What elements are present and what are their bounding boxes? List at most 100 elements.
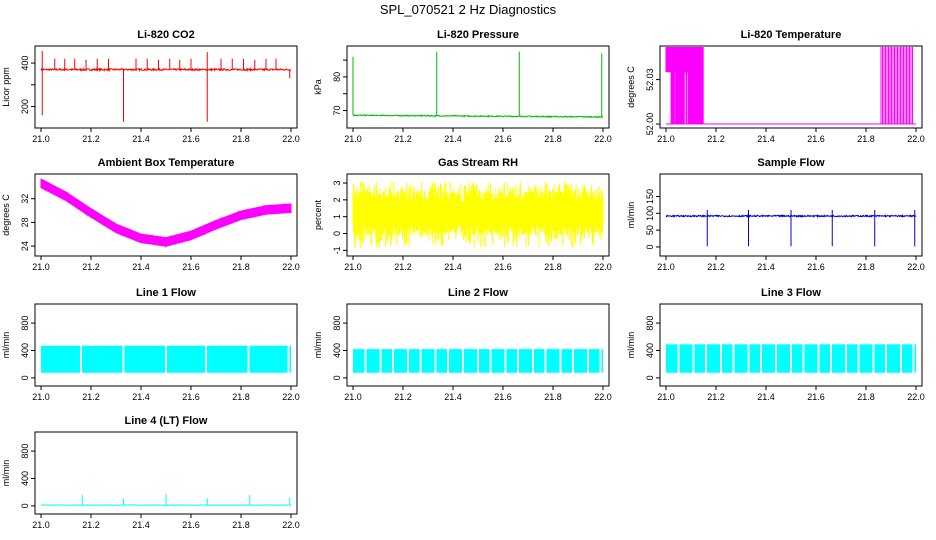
series-band-segment — [249, 345, 288, 373]
chart-title: Li-820 Temperature — [741, 29, 842, 41]
series-band-segment — [859, 344, 873, 373]
x-tick-label: 22.0 — [907, 134, 925, 144]
series-band-segment — [534, 349, 545, 373]
x-tick-label: 21.0 — [657, 262, 675, 272]
plot-frame — [34, 303, 298, 387]
x-tick-label: 21.2 — [82, 520, 100, 530]
y-tick-label: -1 — [332, 246, 342, 254]
series-line-path — [40, 178, 292, 249]
y-axis-label: degrees C — [1, 194, 11, 236]
series-band-segment — [366, 349, 380, 373]
series-band-segment — [394, 349, 407, 373]
y-tick-label: 80 — [332, 72, 342, 82]
x-tick-label: 21.6 — [182, 134, 200, 144]
y-tick-label: 1 — [332, 214, 342, 219]
series-band-segment — [574, 349, 587, 373]
plot-frame — [346, 173, 610, 257]
series-line — [40, 178, 292, 249]
x-tick-label: 21.4 — [132, 520, 150, 530]
y-axis-label: ml/min — [626, 202, 636, 229]
y-tick-label: 0 — [332, 231, 342, 236]
x-tick-label: 22.0 — [282, 134, 300, 144]
series-band-segment — [491, 349, 505, 373]
series-band-segment — [679, 344, 693, 373]
x-tick-label: 22.0 — [594, 262, 612, 272]
x-tick-label: 21.8 — [232, 262, 250, 272]
x-tick-label: 21.4 — [132, 392, 150, 402]
series-band-segment — [734, 344, 748, 373]
y-tick-label: 28 — [20, 217, 30, 227]
x-tick-label: 21.8 — [857, 392, 875, 402]
series-band-segment — [409, 349, 420, 373]
page-title: SPL_070521 2 Hz Diagnostics — [379, 2, 557, 17]
y-tick-label: 100 — [645, 206, 655, 221]
chart-title: Li-820 CO2 — [137, 29, 194, 41]
x-tick-label: 21.8 — [232, 134, 250, 144]
x-tick-label: 21.6 — [807, 134, 825, 144]
x-tick-label: 21.2 — [707, 134, 725, 144]
series-line — [41, 345, 291, 373]
series-line-path — [352, 113, 604, 119]
series-band-segment — [832, 344, 845, 373]
y-tick-label: 150 — [645, 189, 655, 204]
series-band-segment — [421, 349, 435, 373]
y-tick-label: 800 — [20, 316, 30, 331]
chart-line2: Line 2 Flow ml/min 21.0 21.2 21.4 21.6 21.8 22.… — [313, 287, 612, 402]
x-tick-label: 21.0 — [32, 262, 50, 272]
x-tick-label: 22.0 — [282, 520, 300, 530]
x-tick-label: 22.0 — [282, 262, 300, 272]
series-line — [40, 51, 292, 122]
y-axis-label: kPa — [313, 79, 323, 95]
x-tick-label: 21.4 — [757, 262, 775, 272]
series-line — [353, 349, 603, 373]
plot-frame — [34, 45, 298, 129]
x-tick-label: 22.0 — [594, 392, 612, 402]
x-tick-label: 21.6 — [182, 392, 200, 402]
series-line — [665, 209, 917, 247]
series-band-segment — [381, 349, 392, 373]
series-band-segment — [847, 344, 858, 373]
series-band-segment — [353, 349, 365, 373]
y-tick-label: 24 — [20, 241, 30, 251]
series-band-segment — [707, 344, 720, 373]
x-tick-label: 21.4 — [132, 134, 150, 144]
y-axis-label: ml/min — [313, 332, 323, 359]
series-band-segment — [546, 349, 560, 373]
series-band-segment — [124, 345, 165, 373]
series-band-segment — [694, 344, 705, 373]
x-tick-label: 22.0 — [907, 262, 925, 272]
chart-title: Li-820 Pressure — [437, 29, 519, 41]
plot-frame — [659, 303, 923, 387]
series-band-segment — [902, 344, 913, 373]
x-tick-label: 21.2 — [394, 262, 412, 272]
series-line — [41, 494, 291, 506]
x-tick-label: 21.4 — [757, 392, 775, 402]
series-band-segment — [479, 349, 490, 373]
series-band-segment — [464, 349, 477, 373]
chart-title: Line 3 Flow — [761, 287, 821, 299]
y-tick-label: 0 — [645, 244, 655, 249]
y-tick-label: 0 — [20, 375, 30, 380]
series-band-segment — [601, 349, 603, 373]
y-tick-label: 400 — [20, 56, 30, 71]
plot-frame — [34, 173, 298, 257]
chart-rh: Gas Stream RH percent 21.0 21.2 21.4 21.6 21.8… — [313, 157, 612, 272]
chart-title: Line 2 Flow — [448, 287, 508, 299]
series-band-segment — [436, 349, 447, 373]
chart-temperature: Li-820 Temperature degrees C 21.0 21.2 21.4 2… — [626, 29, 925, 144]
series-band-segment — [589, 349, 600, 373]
x-tick-label: 21.2 — [82, 262, 100, 272]
y-tick-label: 32 — [20, 194, 30, 204]
x-tick-label: 21.0 — [32, 392, 50, 402]
x-tick-label: 21.0 — [344, 134, 362, 144]
chart-title: Line 4 (LT) Flow — [125, 415, 208, 427]
x-tick-label: 21.2 — [394, 134, 412, 144]
x-tick-label: 22.0 — [907, 392, 925, 402]
series-band-segment — [819, 344, 830, 373]
x-tick-label: 21.8 — [544, 392, 562, 402]
x-tick-label: 21.0 — [657, 134, 675, 144]
y-tick-label: 52.00 — [645, 113, 655, 136]
series-band-segment — [804, 344, 818, 373]
y-tick-label: 800 — [332, 316, 342, 331]
